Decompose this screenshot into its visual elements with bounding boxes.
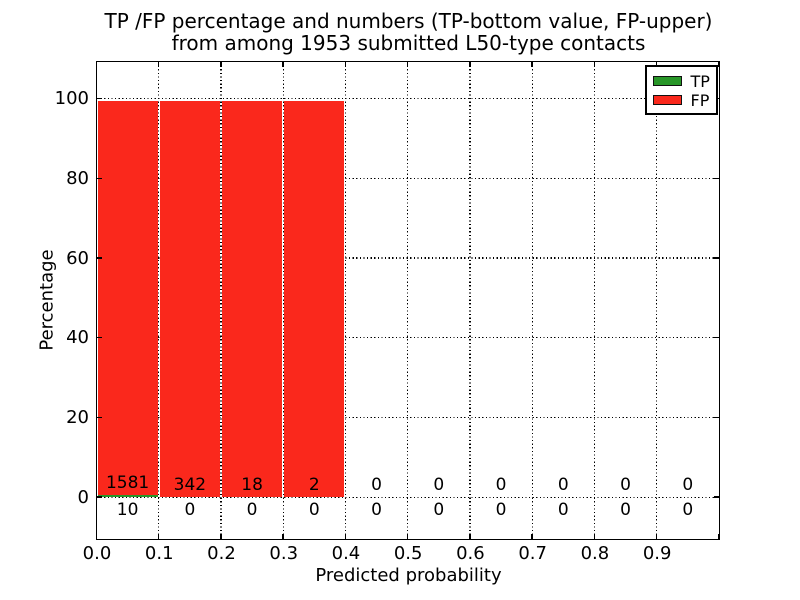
y-tick-mark bbox=[96, 177, 102, 180]
v-gridline bbox=[593, 61, 595, 539]
x-tick-mark-top bbox=[593, 61, 596, 67]
x-tick-mark bbox=[469, 534, 471, 539]
fp-bar-segment bbox=[221, 100, 283, 498]
x-tick-mark-top bbox=[718, 61, 720, 67]
v-gridline bbox=[407, 61, 409, 539]
tp-count-label: 0 bbox=[246, 499, 258, 520]
x-tick-mark bbox=[220, 534, 222, 539]
x-tick-label: 0.2 bbox=[207, 543, 236, 564]
legend-label-tp: TP bbox=[690, 71, 710, 91]
v-gridline bbox=[220, 61, 222, 539]
y-tick-label: 60 bbox=[66, 247, 89, 269]
fp-count-label: 0 bbox=[557, 475, 569, 496]
fp-bar-segment bbox=[97, 100, 158, 495]
x-tick-mark-top bbox=[344, 61, 347, 67]
x-tick-mark-top bbox=[655, 61, 658, 67]
x-tick-mark-top bbox=[157, 61, 160, 67]
fp-bar-segment bbox=[159, 100, 220, 498]
tp-bar-segment bbox=[97, 494, 158, 498]
x-tick-mark bbox=[593, 534, 596, 539]
x-tick-label: 0.3 bbox=[269, 543, 299, 564]
fp-count-label: 0 bbox=[371, 475, 382, 496]
y-tick-mark-right bbox=[714, 416, 719, 419]
y-tick-mark bbox=[96, 496, 102, 498]
legend: TP FP bbox=[644, 64, 718, 115]
y-tick-label: 80 bbox=[66, 167, 89, 189]
x-tick-label: 0.6 bbox=[456, 543, 485, 564]
y-tick-mark bbox=[96, 97, 102, 100]
x-tick-label: 0.9 bbox=[642, 543, 672, 564]
x-tick-mark-top bbox=[220, 61, 222, 67]
y-tick-label: 40 bbox=[66, 327, 89, 349]
tp-count-label: 0 bbox=[433, 499, 445, 520]
x-axis-label: Predicted probability bbox=[315, 565, 502, 586]
chart-title-line-2: from among 1953 submitted L50-type conta… bbox=[171, 31, 646, 55]
x-tick-mark-top bbox=[469, 61, 471, 67]
tp-count-label: 0 bbox=[682, 499, 694, 520]
fp-count-label: 0 bbox=[495, 475, 507, 496]
plot-area: 1581 10 342 0 18 0 2 0 0 0 0 0 0 0 0 0 0 0 0 0 TP FP bbox=[95, 60, 720, 540]
tp-count-label: 0 bbox=[371, 499, 382, 520]
legend-item-fp: FP bbox=[652, 90, 712, 110]
x-tick-mark bbox=[531, 534, 533, 539]
tp-count-label: 0 bbox=[308, 499, 320, 520]
x-tick-label: 0.8 bbox=[580, 543, 610, 564]
fp-count-label: 1581 bbox=[105, 472, 150, 493]
x-tick-mark bbox=[718, 534, 720, 539]
v-gridline bbox=[469, 61, 471, 539]
x-tick-label: 0.7 bbox=[518, 543, 547, 564]
v-gridline bbox=[158, 61, 160, 539]
x-tick-mark-top bbox=[531, 61, 533, 67]
y-tick-label: 20 bbox=[66, 406, 89, 428]
v-gridline bbox=[344, 61, 347, 539]
v-gridline bbox=[531, 61, 533, 539]
legend-label-fp: FP bbox=[690, 90, 710, 110]
x-tick-mark-top bbox=[282, 61, 284, 67]
fp-count-label: 342 bbox=[173, 475, 207, 496]
y-tick-mark-right bbox=[714, 177, 719, 180]
fp-count-label: 0 bbox=[620, 475, 631, 496]
x-tick-mark-top bbox=[406, 61, 409, 67]
y-tick-mark-right bbox=[714, 257, 719, 259]
tp-count-label: 0 bbox=[620, 499, 631, 520]
y-tick-label: 0 bbox=[77, 486, 89, 508]
x-tick-label: 0.4 bbox=[331, 543, 361, 564]
x-tick-label: 0.0 bbox=[82, 543, 112, 564]
x-tick-mark-top bbox=[95, 61, 98, 67]
fp-bar-segment bbox=[284, 100, 345, 498]
fp-count-label: 0 bbox=[682, 475, 694, 496]
x-tick-label: 0.1 bbox=[144, 543, 174, 564]
chart-title-line-1: TP /FP percentage and numbers (TP-bottom… bbox=[104, 9, 713, 33]
x-tick-mark bbox=[406, 534, 409, 539]
fp-count-label: 0 bbox=[433, 475, 445, 496]
v-gridline bbox=[282, 61, 284, 539]
fp-legend-swatch-icon bbox=[652, 95, 682, 105]
legend-item-tp: TP bbox=[652, 71, 712, 91]
tp-count-label: 0 bbox=[557, 499, 569, 520]
y-tick-mark bbox=[96, 336, 102, 339]
y-tick-label: 100 bbox=[54, 88, 89, 110]
tp-count-label: 0 bbox=[184, 499, 196, 520]
x-tick-mark bbox=[157, 534, 160, 539]
y-tick-mark-right bbox=[714, 336, 719, 339]
fp-count-label: 18 bbox=[241, 475, 263, 496]
x-tick-label: 0.5 bbox=[393, 543, 423, 564]
tp-count-label: 10 bbox=[116, 499, 139, 520]
tp-legend-swatch-icon bbox=[652, 76, 682, 86]
fp-count-label: 2 bbox=[308, 475, 320, 496]
y-tick-mark bbox=[96, 257, 102, 259]
x-tick-mark bbox=[344, 534, 347, 539]
y-tick-mark bbox=[96, 416, 102, 419]
tp-count-label: 0 bbox=[495, 499, 507, 520]
x-tick-mark bbox=[282, 534, 284, 539]
x-tick-mark bbox=[95, 534, 98, 539]
y-tick-mark-right bbox=[714, 496, 719, 498]
chart-title: TP /FP percentage and numbers (TP-bottom… bbox=[97, 10, 720, 54]
v-gridline bbox=[656, 61, 658, 539]
x-tick-mark bbox=[655, 534, 658, 539]
